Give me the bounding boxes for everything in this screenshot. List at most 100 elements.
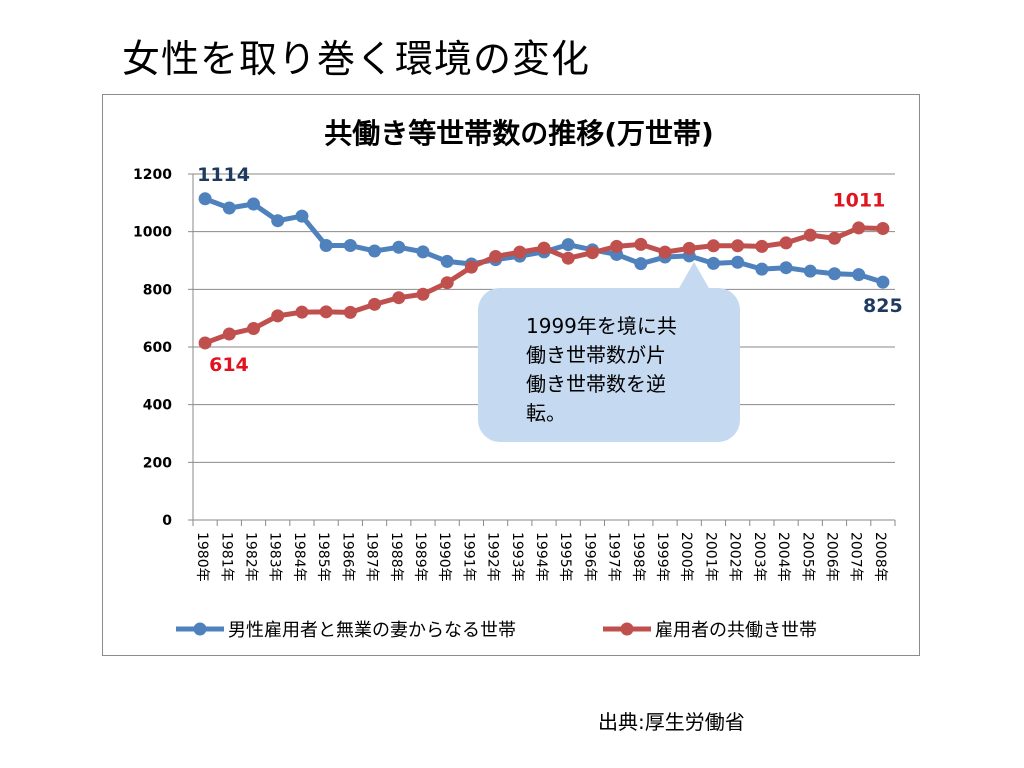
data-point-1 [876,275,890,289]
x-tick-label: 1997年 [606,532,622,582]
callout-text: 1999年を境に共 働き世帯数が片 働き世帯数を逆 転。 [526,314,677,425]
chart-title-text: 共働き等世帯数の推移(万世帯) [324,117,714,150]
x-tick-label: 1986年 [339,532,355,582]
x-tick-label: 1989年 [412,532,428,582]
data-point-2 [755,239,769,253]
data-point-2 [464,260,478,274]
data-point-2 [343,305,357,319]
y-tick-label: 600 [143,340,172,356]
x-tick-label: 1999年 [654,532,670,582]
x-tick-label: 1988年 [388,532,404,582]
y-tick-label: 400 [143,398,172,414]
data-label: 1114 [197,164,250,186]
x-tick-label: 1998年 [630,532,646,582]
data-label: 825 [863,295,903,317]
data-point-2 [416,287,430,301]
x-tick-label: 2006年 [823,532,839,582]
data-point-2 [295,305,309,319]
x-tick-label: 1991年 [460,532,476,582]
y-tick-label: 1000 [133,225,172,241]
data-point-1 [416,245,430,259]
data-point-2 [779,236,793,250]
data-point-2 [537,241,551,255]
data-point-1 [634,257,648,271]
data-point-2 [392,291,406,305]
legend-label: 雇用者の共働き世帯 [655,620,817,641]
x-tick-label: 2007年 [848,532,864,582]
data-point-2 [634,237,648,251]
x-tick-label: 1992年 [485,532,501,582]
x-tick-label: 2001年 [702,532,718,582]
legend-label: 男性雇用者と無業の妻からなる世帯 [228,620,516,641]
x-tick-label: 1983年 [267,532,283,582]
x-tick-label: 2002年 [727,532,743,582]
x-tick-label: 2005年 [799,532,815,582]
x-tick-label: 1990年 [436,532,452,582]
x-tick-label: 2004年 [775,532,791,582]
data-point-1 [319,239,333,253]
y-tick-label: 200 [143,455,172,471]
data-point-2 [610,239,624,253]
data-point-1 [803,264,817,278]
legend-swatch-marker [620,622,634,636]
slide-title: 女性を取り巻く環境の変化 [122,37,591,81]
x-tick-label: 1993年 [509,532,525,582]
data-point-2 [513,245,527,259]
data-point-1 [271,214,285,228]
data-point-1 [827,267,841,281]
data-point-1 [368,244,382,258]
y-tick-label: 800 [143,282,172,298]
data-point-2 [876,221,890,235]
data-point-1 [198,192,212,206]
data-point-2 [827,231,841,245]
x-tick-label: 1981年 [218,532,234,582]
data-point-2 [271,309,285,323]
x-tick-label: 1985年 [315,532,331,582]
x-tick-label: 1984年 [291,532,307,582]
data-point-1 [561,238,575,252]
data-point-2 [198,336,212,350]
data-point-1 [706,256,720,270]
data-point-2 [731,239,745,253]
source-note: 出典:厚生労働省 [598,710,745,734]
data-point-1 [392,240,406,254]
data-point-1 [247,197,261,211]
data-point-2 [585,246,599,260]
data-point-2 [682,241,696,255]
data-point-1 [222,201,236,215]
x-tick-label: 2000年 [678,532,694,582]
data-point-1 [440,254,454,268]
data-point-2 [658,245,672,259]
data-label: 1011 [832,189,885,211]
y-tick-label: 1200 [133,167,172,183]
data-point-2 [440,276,454,290]
x-tick-label: 1982年 [243,532,259,582]
legend-swatch-marker [193,622,207,636]
data-point-2 [319,305,333,319]
x-tick-label: 1994年 [533,532,549,582]
data-point-2 [368,297,382,311]
x-tick-label: 1996年 [581,532,597,582]
x-tick-label: 1995年 [557,532,573,582]
callout-box: 1999年を境に共 働き世帯数が片 働き世帯数を逆 転。 [478,288,740,442]
data-label: 614 [209,354,249,376]
data-point-1 [343,239,357,253]
data-point-1 [779,261,793,275]
data-point-2 [706,239,720,253]
x-tick-label: 1980年 [194,532,210,582]
data-point-1 [755,262,769,276]
data-point-2 [489,249,503,263]
data-point-2 [222,327,236,341]
data-point-2 [247,322,261,336]
data-point-1 [852,268,866,282]
x-tick-label: 2003年 [751,532,767,582]
data-point-2 [852,221,866,235]
x-tick-label: 2008年 [872,532,888,582]
chart-title: 共働き等世帯数の推移(万世帯) [0,112,1024,152]
y-tick-label: 0 [162,513,172,529]
data-point-1 [731,255,745,269]
data-point-2 [803,228,817,242]
x-tick-label: 1987年 [364,532,380,582]
callout-tail [678,262,710,290]
